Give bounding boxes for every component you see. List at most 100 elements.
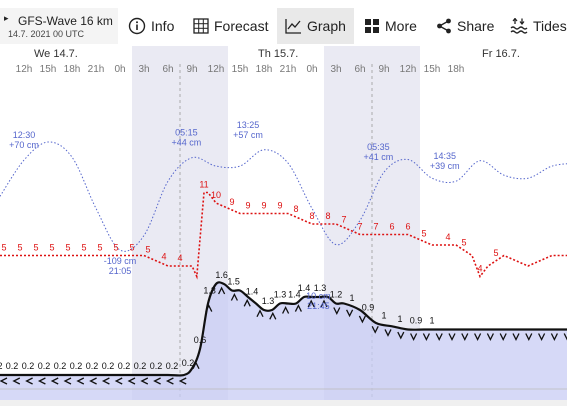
swell-height-label: 1.4 xyxy=(288,290,301,300)
swell-direction-arrow xyxy=(218,286,226,295)
tide-extreme-time: -109 cm xyxy=(104,256,137,266)
tab-forecast-label: Forecast xyxy=(214,18,269,34)
wind-speed-label: 10 xyxy=(211,190,221,200)
swell-height-label: 1.4 xyxy=(298,283,311,293)
swell-direction-arrow xyxy=(178,377,187,385)
swell-direction-arrow xyxy=(243,298,251,307)
swell-line xyxy=(0,281,567,377)
swell-direction-arrow xyxy=(525,333,533,341)
swell-height-label: 0.2 xyxy=(70,361,83,371)
swell-direction-arrow xyxy=(358,315,366,324)
hour-tick-label: 15h xyxy=(232,64,249,75)
tab-forecast[interactable]: Forecast xyxy=(193,8,268,44)
wind-speed-label: 7 xyxy=(373,222,378,232)
model-title: GFS-Wave 16 km xyxy=(18,14,113,28)
swell-direction-arrow xyxy=(269,311,277,320)
swell-height-label: 0.9 xyxy=(362,303,375,313)
swell-direction-arrow xyxy=(256,309,264,318)
wind-speed-label: 4 xyxy=(477,264,482,274)
grid-icon xyxy=(193,18,209,34)
swell-direction-arrow xyxy=(76,377,85,385)
day-label: Fr 16.7. xyxy=(482,48,520,60)
swell-direction-arrow xyxy=(486,333,494,341)
swell-direction-arrow xyxy=(192,361,200,370)
swell-height-label: 1 xyxy=(429,316,434,326)
wind-speed-label: 11 xyxy=(199,180,208,190)
wind-speed-label: 5 xyxy=(1,243,6,253)
swell-height-label: 1 xyxy=(381,311,386,321)
tide-extreme-level: +39 cm xyxy=(430,161,460,171)
swell-height-label: 0.9 xyxy=(410,316,423,326)
swell-direction-arrow xyxy=(538,333,546,341)
swell-height-label: 0.2 xyxy=(54,361,67,371)
hour-tick-label: 18h xyxy=(448,64,465,75)
tide-extreme-time: 10 cm xyxy=(306,291,331,301)
wind-speed-label: 6 xyxy=(405,222,410,232)
wind-speed-label: 8 xyxy=(325,211,330,221)
swell-direction-arrow xyxy=(0,377,8,385)
wind-speed-label: 6 xyxy=(389,222,394,232)
wind-speed-label: 5 xyxy=(145,244,150,254)
wind-speed-label: 5 xyxy=(81,243,86,253)
wind-speed-label: 4 xyxy=(177,253,182,263)
forecast-graph[interactable]: We 14.7. Th 15.7. Fr 16.7. 12h 15h 18h 21h 0h 3h… xyxy=(0,46,567,400)
wind-speed-label: 5 xyxy=(129,243,134,253)
tab-share-label: Share xyxy=(457,18,495,34)
swell-height-label: 1.3 xyxy=(314,283,327,293)
tide-extreme-time: 12:30 xyxy=(13,130,36,140)
swell-height-label: 0.2 xyxy=(102,361,115,371)
hour-tick-label: 6h xyxy=(354,64,365,75)
tide-extreme-time: 13:25 xyxy=(237,120,260,130)
swell-direction-arrow xyxy=(384,329,392,337)
tide-extreme-level: +70 cm xyxy=(9,140,39,150)
swell-height-label: 0.2 xyxy=(38,361,51,371)
wind-speed-label: 5 xyxy=(33,243,38,253)
share-icon xyxy=(437,18,451,34)
tab-share[interactable]: Share xyxy=(436,8,494,44)
hour-tick-label: 21h xyxy=(280,64,297,75)
swell-height-label: 0.6 xyxy=(194,335,207,345)
hour-tick-label: 6h xyxy=(162,64,173,75)
swell-direction-arrow xyxy=(320,299,328,308)
tab-graph-label: Graph xyxy=(307,18,346,34)
swell-height-label: 1 xyxy=(349,293,354,303)
wind-speed-label: 9 xyxy=(245,201,250,211)
line-chart-icon xyxy=(285,19,301,34)
swell-direction-arrow xyxy=(63,377,72,385)
tab-more-label: More xyxy=(385,18,417,34)
swell-height-label: 0.2 xyxy=(118,361,131,371)
tab-info[interactable]: Info xyxy=(128,8,174,44)
swell-direction-arrow xyxy=(50,377,59,385)
swell-direction-arrow xyxy=(127,377,136,385)
wind-speed-label: 7 xyxy=(357,222,362,232)
tide-extreme-time: 05:35 xyxy=(367,142,390,152)
wind-speed-label: 9 xyxy=(277,201,282,211)
swell-height-label: 0.2 xyxy=(86,361,99,371)
tide-extreme-level: +57 cm xyxy=(233,130,263,140)
swell-direction-arrow xyxy=(448,333,456,341)
swell-height-label: 1.6 xyxy=(215,270,228,280)
tab-graph[interactable]: Graph xyxy=(277,8,354,44)
swell-height-label: 1.3 xyxy=(274,290,287,300)
swell-direction-arrow xyxy=(333,307,341,315)
swell-height-label: 1.3 xyxy=(203,286,216,296)
swell-height-label: 1.2 xyxy=(330,290,343,300)
wind-speed-label: 7 xyxy=(341,215,346,225)
swell-direction-arrow xyxy=(205,304,213,312)
model-selector[interactable]: ▸ GFS-Wave 16 km 14.7. 2021 00 UTC xyxy=(0,8,118,44)
hour-tick-label: 3h xyxy=(330,64,341,75)
wind-speed-label: 5 xyxy=(461,237,466,247)
swell-height-label: 1.3 xyxy=(262,296,275,306)
swell-height-label: 2 xyxy=(0,361,3,371)
swell-direction-arrow xyxy=(474,333,482,341)
model-run-date: 14.7. 2021 00 UTC xyxy=(8,29,85,39)
tide-extreme-level: 21:45 xyxy=(307,301,330,311)
squares-icon xyxy=(365,19,379,33)
scroll-strip xyxy=(0,400,567,406)
day-label: We 14.7. xyxy=(34,48,78,60)
dropdown-caret-icon: ▸ xyxy=(4,13,9,23)
tab-more[interactable]: More xyxy=(364,8,417,44)
wind-speed-label: 5 xyxy=(493,248,498,258)
hour-tick-label: 18h xyxy=(64,64,81,75)
tab-tides[interactable]: Tides xyxy=(510,8,567,44)
